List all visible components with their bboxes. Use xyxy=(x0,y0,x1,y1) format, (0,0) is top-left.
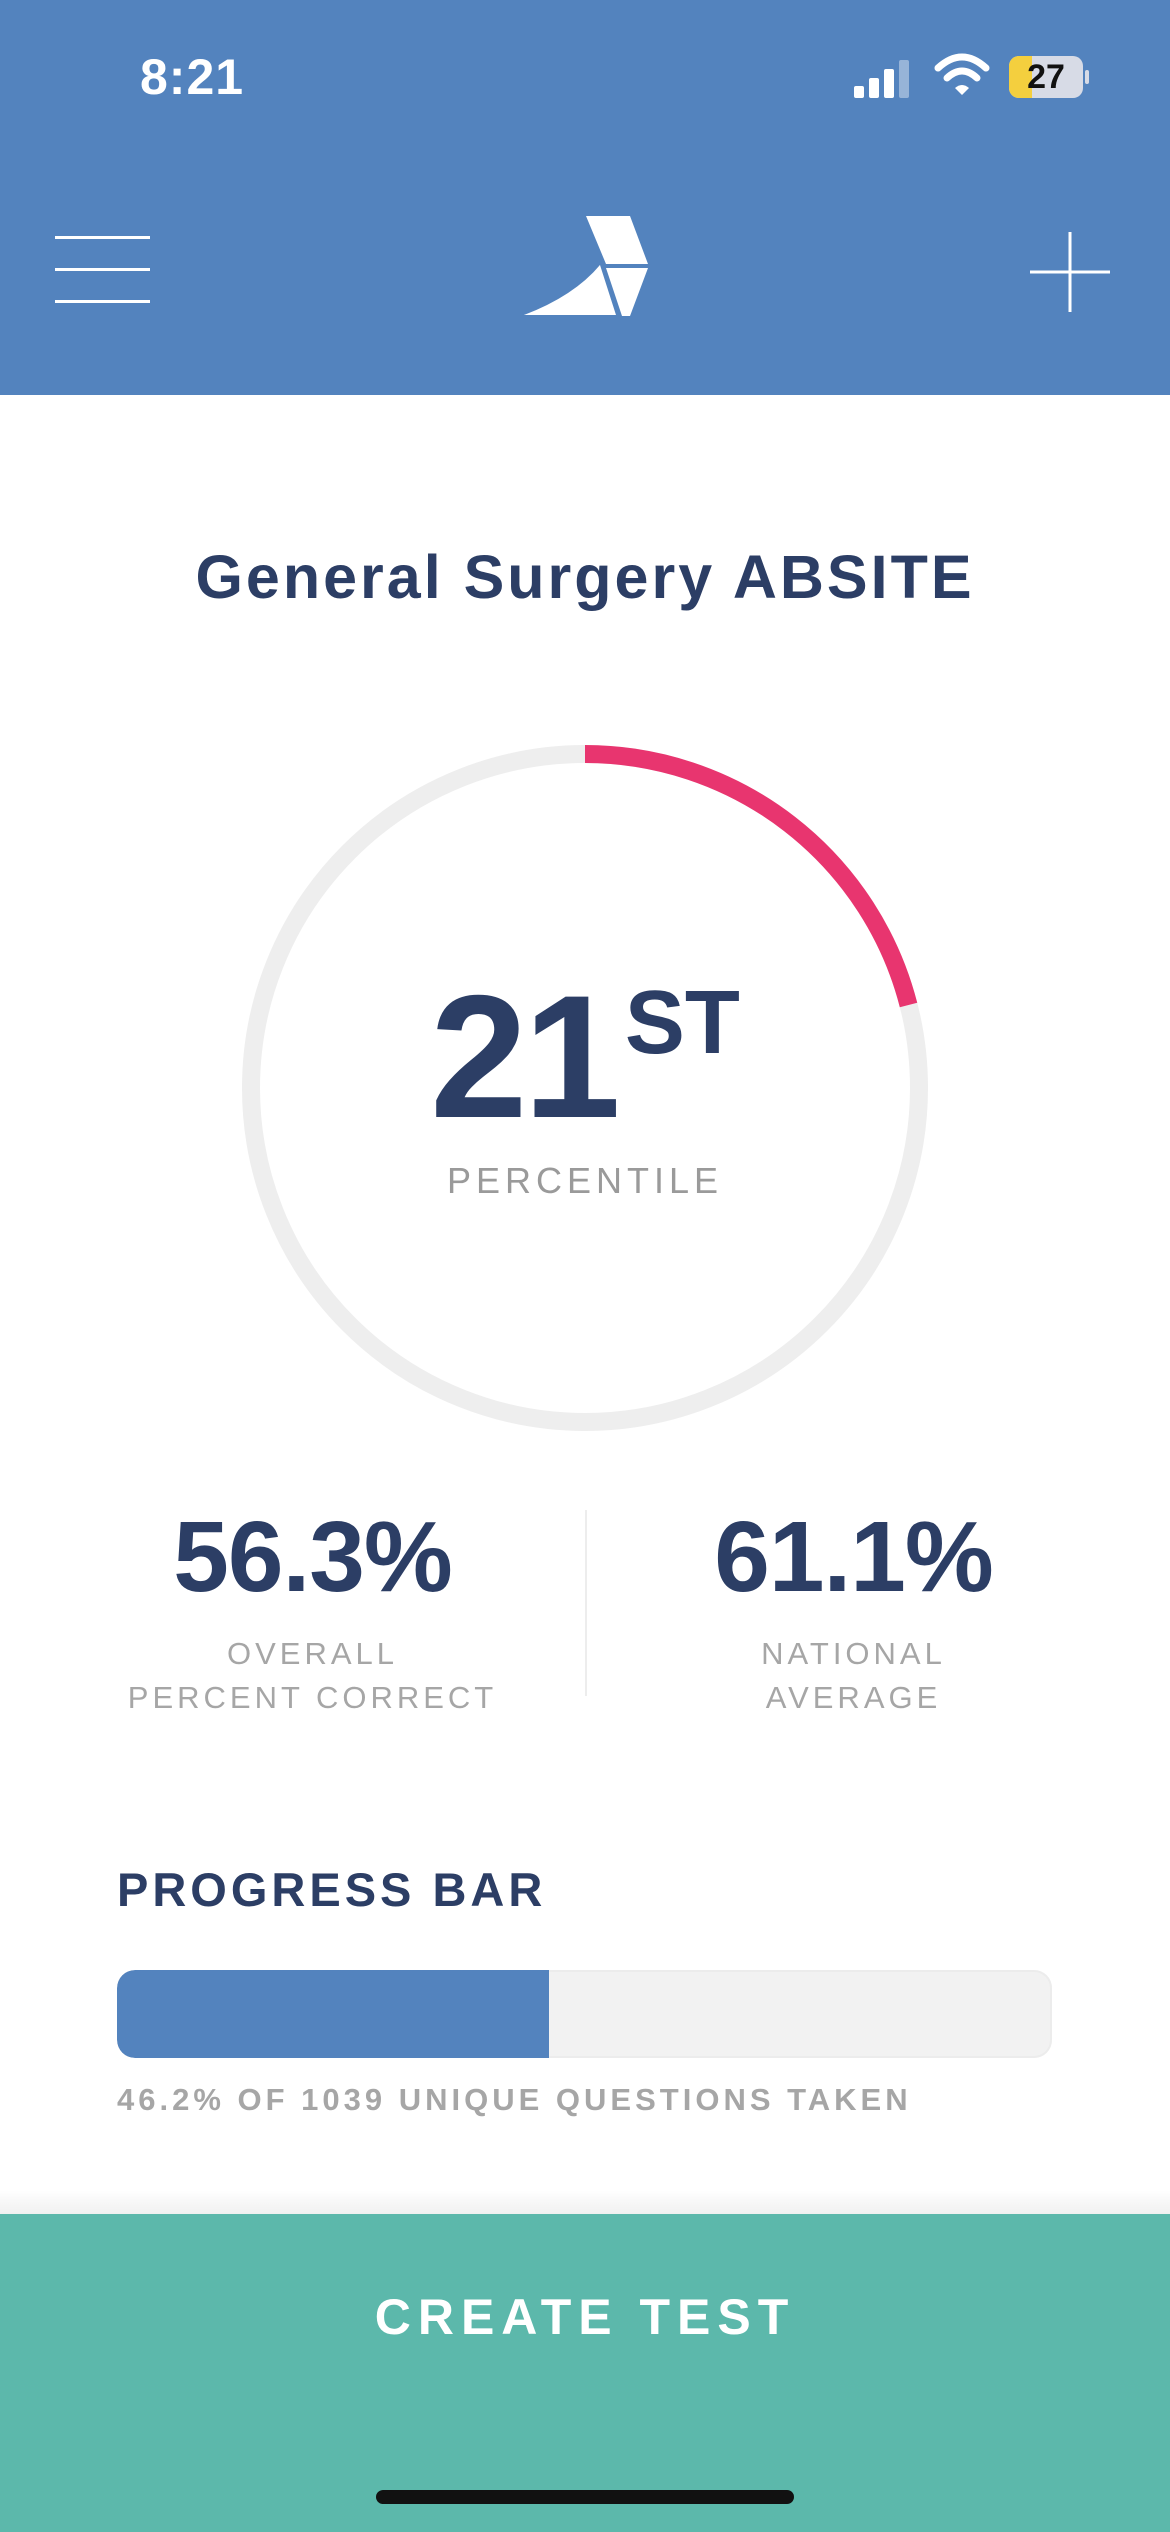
percentile-suffix: ST xyxy=(624,973,740,1073)
overall-percent-value: 56.3% xyxy=(173,1501,453,1613)
create-test-label: CREATE TEST xyxy=(374,2289,796,2345)
menu-line xyxy=(55,236,150,239)
percentile-label: PERCENTILE xyxy=(446,1160,724,1201)
ring-progress-arc xyxy=(242,745,928,1431)
overall-percent-label: OVERALL PERCENT CORRECT xyxy=(85,1632,540,1720)
progress-track xyxy=(117,1970,1052,2058)
page-title: General Surgery ABSITE xyxy=(195,543,975,611)
national-average-label: NATIONAL AVERAGE xyxy=(626,1632,1081,1720)
menu-line xyxy=(55,300,150,303)
national-label-line2: AVERAGE xyxy=(765,1680,942,1715)
wifi-icon xyxy=(934,53,990,95)
plus-icon[interactable] xyxy=(1026,228,1114,316)
create-button-shadow xyxy=(0,2190,1170,2214)
national-label-line1: NATIONAL xyxy=(761,1636,946,1671)
menu-line xyxy=(55,268,150,271)
battery-level: 27 xyxy=(1027,58,1065,96)
percentile-value: 21ST xyxy=(0,970,1170,1145)
overall-label-line2: PERCENT CORRECT xyxy=(127,1680,498,1715)
create-test-button[interactable]: CREATE TEST xyxy=(0,2214,1170,2532)
overall-label-line1: OVERALL xyxy=(226,1636,398,1671)
percentile-number: 21 xyxy=(430,960,621,1155)
battery-icon xyxy=(1009,56,1089,98)
stats-divider xyxy=(585,1510,587,1696)
hamburger-menu-icon[interactable] xyxy=(50,228,154,308)
app-header: 8:21 27 xyxy=(0,0,1170,395)
progress-fill xyxy=(117,1970,549,2058)
percentile-ring xyxy=(242,745,928,1431)
app-logo-icon xyxy=(524,216,648,316)
home-indicator xyxy=(376,2490,794,2504)
status-time: 8:21 xyxy=(140,49,245,105)
progress-caption: 46.2% OF 1039 UNIQUE QUESTIONS TAKEN xyxy=(117,2082,912,2117)
progress-heading: PROGRESS BAR xyxy=(117,1863,547,1916)
signal-icon xyxy=(854,60,909,98)
national-average-value: 61.1% xyxy=(714,1501,994,1613)
